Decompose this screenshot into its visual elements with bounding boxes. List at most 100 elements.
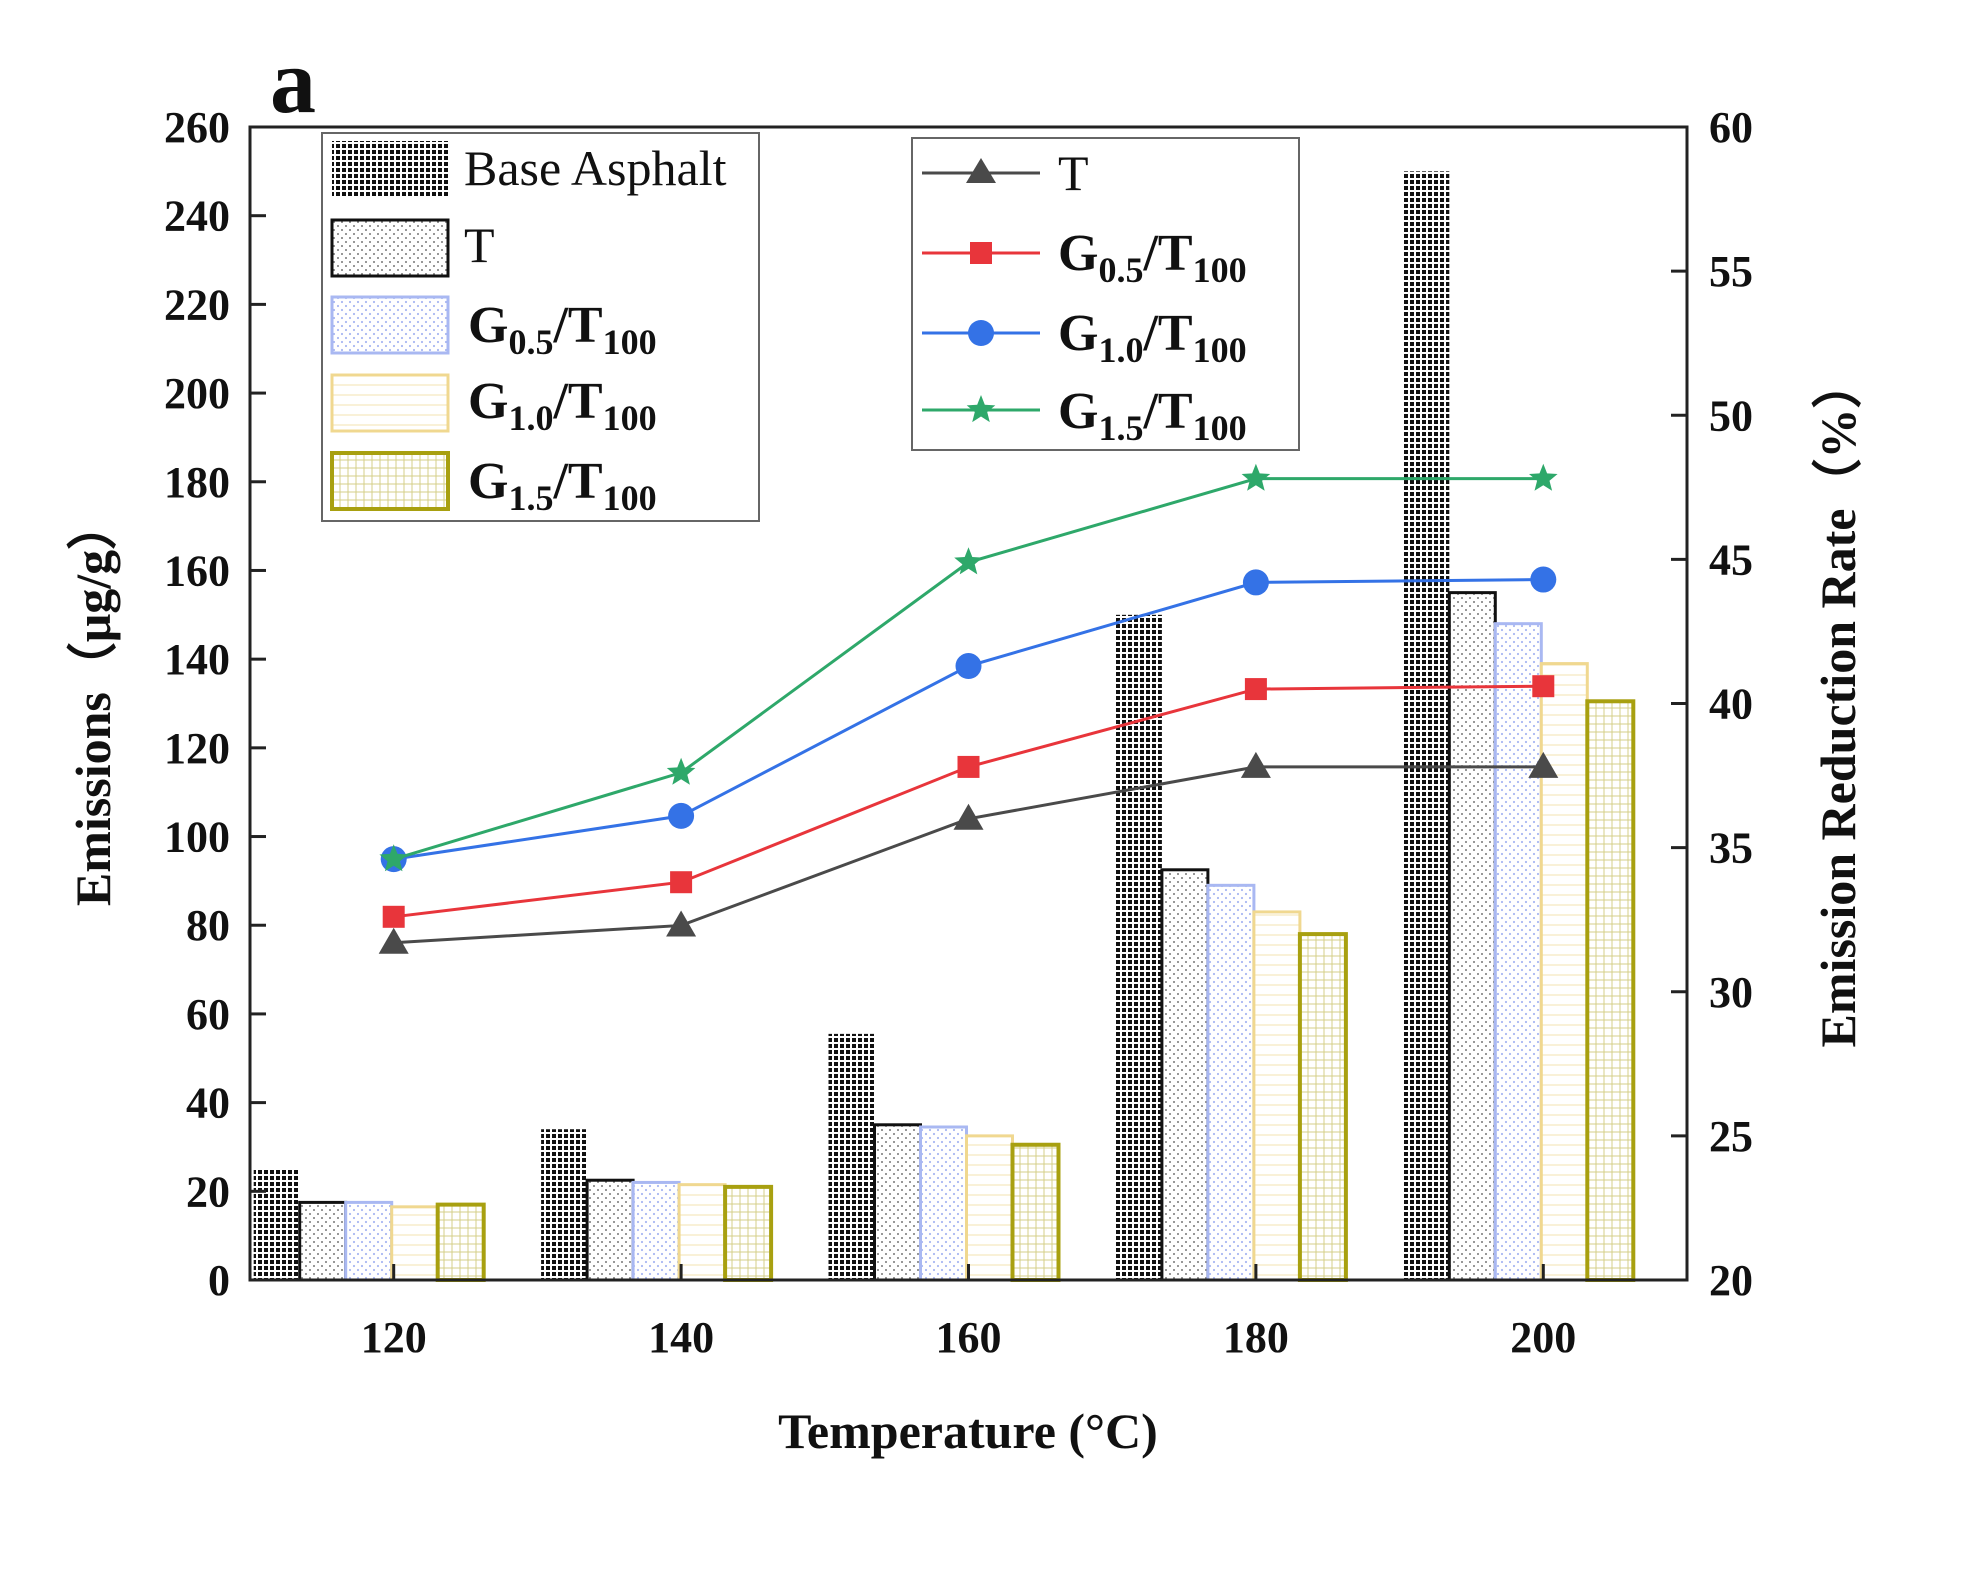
bar-G0.5-140 — [631, 1180, 681, 1282]
line-legend-label-T: T — [1058, 145, 1089, 201]
bar-legend-swatch-base — [332, 141, 448, 197]
marker-T-140 — [666, 910, 697, 937]
left-y-tick-label: 180 — [164, 458, 230, 507]
x-tick-label: 160 — [936, 1313, 1002, 1362]
x-axis-title: Temperature (°C) — [778, 1403, 1158, 1459]
bar-G1.5-180 — [1297, 932, 1348, 1282]
line-legend-item-G0.5: G0.5/T100 — [922, 225, 1247, 290]
bar-G1.0-160 — [965, 1134, 1014, 1282]
bar-base-160 — [828, 1033, 875, 1280]
marker-T-200 — [1528, 751, 1559, 778]
left-y-tick-label: 20 — [186, 1167, 230, 1216]
bar-G0.5-160 — [919, 1125, 968, 1282]
bar-base-180 — [1115, 614, 1162, 1280]
bar-T-180 — [1160, 868, 1210, 1282]
bar-G0.5-200 — [1493, 622, 1543, 1282]
bar-legend-label-G1.0: G1.0/T100 — [468, 373, 657, 438]
bar-legend-label-G1.5: G1.5/T100 — [468, 453, 657, 518]
left-y-tick-label: 80 — [186, 901, 230, 950]
marker-G0.5-200 — [1532, 675, 1555, 698]
right-y-tick-label: 35 — [1709, 824, 1753, 873]
left-y-tick-label: 240 — [164, 192, 230, 241]
right-y-tick-label: 20 — [1709, 1256, 1753, 1305]
marker-T-160 — [953, 803, 984, 830]
bar-G1.5-200 — [1585, 699, 1636, 1282]
bar-base-140 — [541, 1129, 588, 1280]
bar-G1.5-160 — [1010, 1142, 1061, 1283]
x-tick-label: 120 — [361, 1313, 427, 1362]
bar-base-120 — [253, 1169, 300, 1280]
lines-layer — [378, 463, 1559, 954]
bar-T-140 — [585, 1178, 635, 1282]
x-tick-label: 140 — [648, 1313, 714, 1362]
bar-legend-item-G1.0: G1.0/T100 — [330, 373, 657, 438]
bar-T-120 — [298, 1200, 348, 1282]
line-legend-item-G1.0: G1.0/T100 — [922, 305, 1247, 370]
panel-label: a — [270, 30, 316, 132]
marker-T-180 — [1240, 751, 1271, 778]
bar-G1.5-140 — [723, 1184, 774, 1282]
bar-legend-swatch-G0.5 — [330, 295, 450, 355]
marker-G0.5-140 — [670, 871, 693, 894]
left-y-tick-label: 260 — [164, 103, 230, 152]
marker-G1.5-200 — [1529, 463, 1558, 491]
bar-legend-swatch-G1.5 — [330, 451, 450, 511]
right-y-tick-label: 40 — [1709, 680, 1753, 729]
right-y-tick-label: 30 — [1709, 968, 1753, 1017]
line-legend-marker-G0.5 — [970, 242, 992, 264]
line-legend-marker-G1.5 — [966, 395, 996, 423]
marker-G0.5-180 — [1244, 678, 1267, 701]
x-tick-label: 180 — [1223, 1313, 1289, 1362]
bar-T-160 — [873, 1123, 922, 1282]
marker-G1.5-160 — [954, 547, 983, 575]
bar-G1.5-120 — [435, 1202, 486, 1283]
marker-G1.0-140 — [668, 802, 695, 829]
right-y-axis: 20 25 30 35 40 45 50 55 60 — [1671, 103, 1753, 1305]
bar-base-200 — [1403, 171, 1450, 1280]
bar-legend-item-G0.5: G0.5/T100 — [330, 295, 657, 362]
marker-G0.5-120 — [382, 905, 405, 928]
line-legend-item-T: T — [922, 145, 1089, 201]
left-y-tick-label: 100 — [164, 813, 230, 862]
bar-T-200 — [1447, 591, 1497, 1282]
line-legend-item-G1.5: G1.5/T100 — [922, 383, 1247, 448]
left-y-tick-label: 200 — [164, 369, 230, 418]
right-y-tick-label: 55 — [1709, 247, 1753, 296]
right-y-tick-label: 25 — [1709, 1112, 1753, 1161]
right-y-tick-label: 50 — [1709, 391, 1753, 440]
bar-G0.5-120 — [344, 1200, 394, 1282]
line-legend-marker-T — [966, 158, 996, 183]
bar-G1.0-120 — [390, 1205, 440, 1282]
marker-G1.0-180 — [1242, 569, 1269, 596]
bar-legend-item-G1.5: G1.5/T100 — [330, 451, 657, 518]
bar-legend-label-G0.5: G0.5/T100 — [468, 297, 657, 362]
bar-legend: Base Asphalt T G0.5/T100 G1.0/T100 G1.5/… — [321, 132, 760, 522]
bar-legend-swatch-G1.0 — [330, 373, 450, 433]
bar-G0.5-180 — [1206, 883, 1256, 1282]
left-y-tick-label: 220 — [164, 280, 230, 329]
line-G0.5 — [393, 684, 1544, 919]
marker-T-120 — [378, 927, 409, 954]
marker-G1.5-140 — [666, 757, 696, 785]
bar-legend-label-T: T — [464, 217, 495, 273]
line-T — [393, 765, 1544, 945]
bar-G1.0-200 — [1539, 662, 1589, 1282]
x-axis: 120 140 160 180 200 — [361, 1264, 1576, 1362]
bar-G1.0-140 — [677, 1183, 727, 1282]
line-legend-frame — [911, 137, 1300, 451]
right-y-tick-label: 45 — [1709, 535, 1753, 584]
line-legend-marker-G1.0 — [968, 320, 994, 346]
right-y-tick-label: 60 — [1709, 103, 1753, 152]
left-y-tick-label: 0 — [208, 1256, 230, 1305]
marker-G1.5-120 — [379, 844, 408, 872]
bar-legend-item-base: Base Asphalt — [332, 140, 727, 197]
right-y-axis-title: Emission Reduction Rate（%） — [1810, 359, 1866, 1048]
left-y-tick-label: 60 — [186, 990, 230, 1039]
left-y-axis-title: Emissions（μg/g） — [65, 500, 121, 906]
line-legend: T G0.5/T100 G1.0/T100 G1.5/T100 — [911, 137, 1300, 451]
x-tick-label: 200 — [1510, 1313, 1576, 1362]
line-legend-label-G1.5: G1.5/T100 — [1058, 383, 1247, 448]
bar-G1.0-180 — [1252, 910, 1302, 1282]
